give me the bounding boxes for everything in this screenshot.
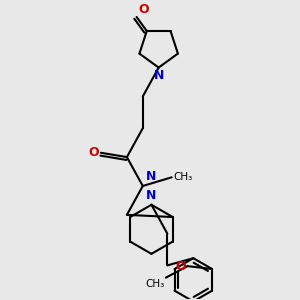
Text: CH₃: CH₃ — [145, 279, 164, 289]
Text: N: N — [146, 189, 157, 203]
Text: N: N — [154, 69, 164, 82]
Text: O: O — [138, 2, 149, 16]
Text: CH₃: CH₃ — [173, 172, 192, 182]
Text: N: N — [146, 170, 156, 183]
Text: O: O — [176, 260, 186, 273]
Text: O: O — [88, 146, 99, 159]
